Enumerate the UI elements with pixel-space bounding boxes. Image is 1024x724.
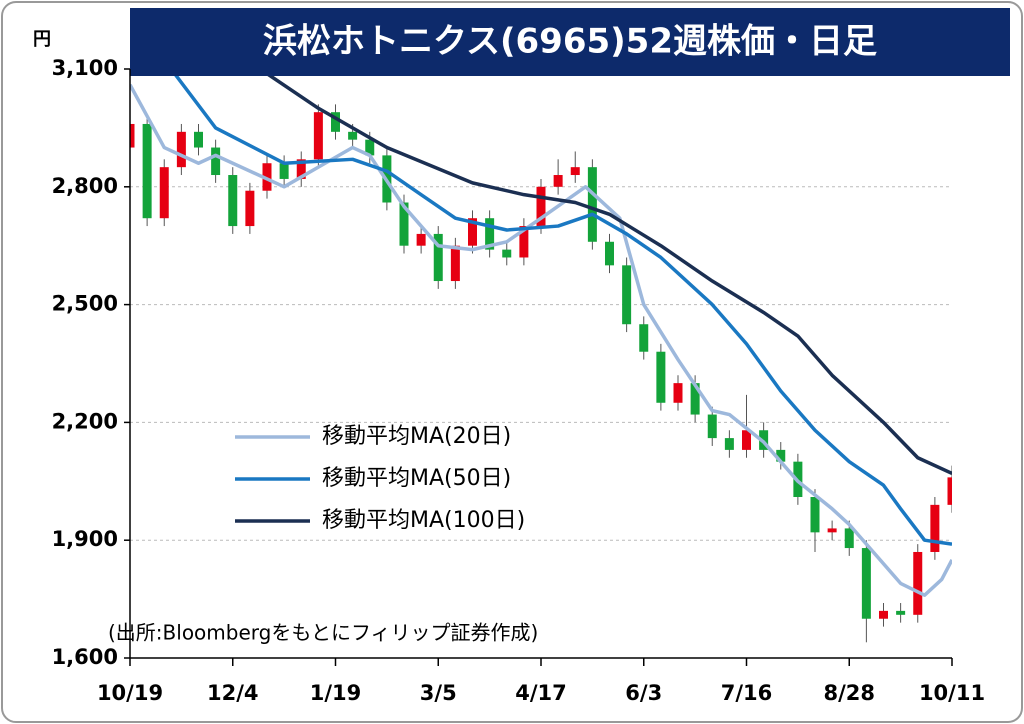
x-tick-label: 3/5	[420, 681, 457, 705]
x-tick-label: 10/11	[919, 681, 985, 705]
candle-body	[690, 383, 700, 415]
candle-body	[331, 112, 340, 132]
candle-body	[947, 477, 952, 505]
x-tick-label: 4/17	[515, 681, 567, 705]
y-tick-label: 2,800	[52, 174, 118, 198]
candle-body	[468, 218, 477, 246]
y-tick-label: 1,600	[52, 645, 118, 669]
ma-line	[130, 83, 952, 597]
y-tick-label: 2,500	[52, 292, 118, 316]
candle-body	[194, 131, 203, 148]
x-tick-label: 6/3	[625, 681, 662, 705]
candle-body	[211, 147, 221, 176]
candle-body	[176, 131, 186, 168]
axes: 1,600 1,900 2,200 2,500 2,800 3,100 10/19 12/4 1…	[52, 56, 986, 705]
legend-label: 移動平均MA(50日)	[322, 466, 511, 491]
candle-body	[450, 245, 460, 282]
candle-body	[639, 324, 649, 352]
candle-body	[553, 175, 563, 187]
x-tick-label: 8/28	[823, 681, 875, 705]
candle-body	[930, 504, 940, 552]
candle-body	[724, 438, 734, 450]
x-tick-label: 1/19	[310, 681, 362, 705]
candle-body	[296, 159, 306, 179]
ma-line	[169, 69, 952, 546]
y-unit: 円	[33, 29, 51, 50]
candle-body	[519, 226, 529, 258]
candle-body	[844, 528, 854, 549]
candle-body	[433, 233, 443, 282]
candle-body	[245, 190, 255, 227]
candle-body	[502, 249, 512, 258]
candle-body	[656, 351, 666, 403]
candle-body	[416, 233, 426, 246]
candle-body	[879, 610, 888, 619]
candle-body	[228, 175, 238, 227]
legend-label: 移動平均MA(20日)	[322, 424, 511, 449]
candle-body	[313, 112, 323, 160]
candle-body	[130, 123, 135, 148]
candle-body	[587, 167, 597, 242]
candle-body	[348, 131, 358, 140]
candle-body	[742, 430, 751, 450]
y-tick-label: 3,100	[52, 56, 118, 80]
legend-label: 移動平均MA(100日)	[322, 508, 525, 533]
x-tick-label: 7/16	[721, 681, 773, 705]
title-box	[130, 8, 1010, 76]
y-tick-label: 1,900	[52, 527, 118, 551]
candle-body	[536, 186, 546, 227]
candle-body	[142, 123, 152, 219]
candle-body	[913, 551, 923, 615]
candle-body	[365, 139, 375, 156]
candle-body	[399, 202, 409, 246]
plot	[130, 69, 952, 643]
candle-body	[485, 218, 495, 250]
candle-body	[279, 163, 289, 179]
y-tick-label: 2,200	[52, 409, 118, 433]
candle-body	[622, 265, 632, 325]
candle-body	[262, 163, 272, 191]
candle-body	[707, 414, 717, 439]
source-note: (出所:Bloombergをもとにフィリップ証券作成)	[108, 621, 538, 645]
x-tick-label: 12/4	[207, 681, 259, 705]
candle-body	[861, 548, 871, 619]
candle-body	[896, 610, 906, 615]
chart-title: 浜松ホトニクス(6965)52週株価・日足	[263, 22, 877, 62]
ma-line	[259, 69, 952, 476]
candle-body	[673, 383, 683, 403]
candle-body	[810, 497, 820, 533]
candle-body	[159, 167, 169, 219]
x-tick-label: 10/19	[97, 681, 163, 705]
candle-body	[776, 449, 786, 462]
candle-body	[827, 528, 837, 533]
candle-body	[570, 167, 580, 176]
candle-body	[605, 241, 614, 266]
